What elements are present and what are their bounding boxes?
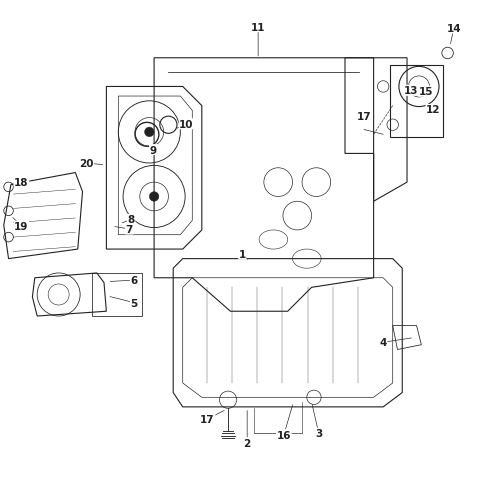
Text: 7: 7 bbox=[126, 225, 133, 235]
Text: 6: 6 bbox=[131, 276, 138, 286]
Text: 5: 5 bbox=[131, 298, 138, 308]
Circle shape bbox=[149, 192, 159, 202]
Text: 13: 13 bbox=[404, 86, 418, 96]
Text: 11: 11 bbox=[251, 23, 265, 33]
Text: 4: 4 bbox=[380, 337, 387, 348]
Text: 12: 12 bbox=[426, 105, 441, 115]
Text: 1: 1 bbox=[239, 249, 246, 259]
Text: 3: 3 bbox=[315, 428, 323, 438]
Text: 16: 16 bbox=[276, 430, 291, 440]
Text: 10: 10 bbox=[180, 120, 194, 130]
Text: 8: 8 bbox=[128, 215, 135, 225]
Text: 14: 14 bbox=[446, 24, 461, 34]
Text: 15: 15 bbox=[419, 87, 433, 97]
Text: 19: 19 bbox=[14, 222, 29, 232]
Text: 20: 20 bbox=[79, 159, 94, 168]
Text: 17: 17 bbox=[200, 414, 215, 424]
Text: 9: 9 bbox=[150, 145, 156, 155]
Circle shape bbox=[144, 128, 154, 137]
Text: 17: 17 bbox=[357, 112, 372, 122]
Text: 18: 18 bbox=[14, 178, 29, 188]
Text: 2: 2 bbox=[243, 438, 251, 448]
